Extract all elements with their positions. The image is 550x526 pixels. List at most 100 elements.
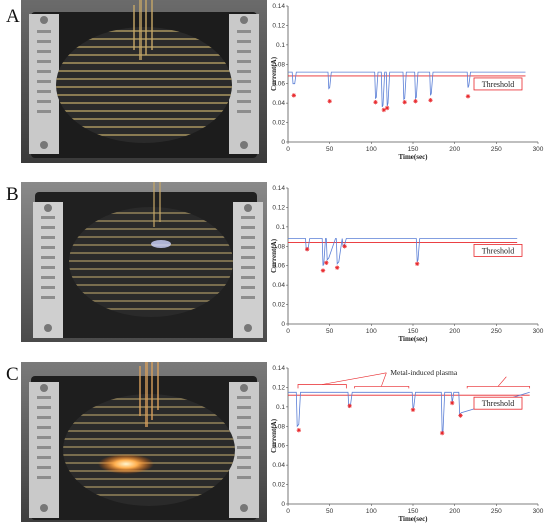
y-tick-label: 0.06 xyxy=(272,81,285,88)
y-tick-label: 0.1 xyxy=(276,404,285,411)
y-tick-label: 0 xyxy=(281,501,285,508)
threshold-label-box xyxy=(473,396,523,410)
x-tick-label: 300 xyxy=(533,508,544,515)
event-marker xyxy=(402,99,407,105)
event-marker xyxy=(458,413,463,418)
y-tick-label: 0 xyxy=(281,321,285,328)
event-marker xyxy=(320,268,326,273)
chart-a: 0 0.02 0.04 0.06 0.08 0.1 0.12 0.14 0 50 100 150 200… xyxy=(270,3,544,161)
x-tick-label: 200 xyxy=(449,508,460,515)
event-marker xyxy=(381,107,387,113)
y-axis-label: Current(A) xyxy=(270,56,278,91)
y-tick-label: 0.06 xyxy=(272,443,285,450)
y-axis-label: Current(A) xyxy=(270,418,278,453)
threshold-label: Threshold xyxy=(482,246,514,255)
annotation-bracket xyxy=(297,384,347,389)
grid-electrode-photo-c xyxy=(21,362,267,522)
threshold-label-box xyxy=(473,244,523,257)
x-tick-label: 50 xyxy=(326,508,334,515)
y-tick-label: 0.12 xyxy=(272,22,285,29)
x-tick-label: 300 xyxy=(533,328,544,335)
y-tick-label: 0.08 xyxy=(272,243,285,250)
x-tick-label: 100 xyxy=(366,328,377,335)
x-tick-label: 100 xyxy=(366,508,377,515)
y-tick-label: 0.12 xyxy=(272,204,285,211)
y-tick-label: 0.14 xyxy=(272,3,285,10)
y-tick-label: 0 xyxy=(281,139,285,146)
event-marker xyxy=(324,260,329,265)
event-marker xyxy=(439,430,445,436)
annotation-pointer xyxy=(497,376,507,387)
threshold-label: Threshold xyxy=(482,399,514,408)
event-marker xyxy=(291,93,297,98)
event-marker xyxy=(304,247,310,252)
event-marker xyxy=(327,99,332,104)
event-marker xyxy=(334,265,340,270)
x-tick-label: 250 xyxy=(491,146,502,153)
y-tick-label: 0.1 xyxy=(276,224,285,231)
x-tick-label: 0 xyxy=(286,146,290,153)
y-tick-label: 0.04 xyxy=(272,100,285,107)
annotation-label: Metal-induced plasma xyxy=(390,368,458,377)
y-tick-label: 0.14 xyxy=(272,365,285,372)
chart-b: 0 0.02 0.04 0.06 0.08 0.1 0.12 0.14 0 50 100 150 200… xyxy=(270,185,544,343)
y-tick-label: 0.1 xyxy=(276,42,285,49)
event-marker xyxy=(384,105,390,111)
x-tick-label: 250 xyxy=(491,508,502,515)
x-tick-label: 300 xyxy=(533,146,544,153)
y-tick-label: 0.06 xyxy=(272,263,285,270)
y-tick-label: 0.02 xyxy=(272,482,285,489)
event-marker xyxy=(342,244,347,249)
x-tick-label: 200 xyxy=(449,146,460,153)
photo-b xyxy=(21,182,267,342)
annotation-bracket xyxy=(466,386,531,389)
photo-c xyxy=(21,362,267,522)
event-marker xyxy=(373,99,378,105)
panel-label-b: B xyxy=(6,184,19,205)
x-tick-label: 150 xyxy=(408,146,419,153)
annotation-pointer xyxy=(322,372,387,385)
x-tick-label: 0 xyxy=(286,508,290,515)
y-tick-label: 0.08 xyxy=(272,61,285,68)
x-axis-label: Time(sec) xyxy=(398,153,428,161)
y-tick-label: 0.04 xyxy=(272,282,285,289)
y-tick-label: 0.12 xyxy=(272,384,285,391)
x-axis-label: Time(sec) xyxy=(398,515,428,523)
x-tick-label: 0 xyxy=(286,328,290,335)
y-tick-label: 0.14 xyxy=(272,185,285,192)
x-tick-label: 200 xyxy=(449,328,460,335)
x-tick-label: 150 xyxy=(408,328,419,335)
grid-electrode-photo-a xyxy=(21,0,267,163)
current-series-line xyxy=(288,391,530,435)
photo-a xyxy=(21,0,267,163)
panel-label-c: C xyxy=(6,364,19,385)
x-tick-label: 150 xyxy=(408,508,419,515)
y-tick-label: 0.04 xyxy=(272,462,285,469)
event-marker xyxy=(347,403,352,409)
y-tick-label: 0.02 xyxy=(272,120,285,127)
y-tick-label: 0.08 xyxy=(272,423,285,430)
x-tick-label: 250 xyxy=(491,328,502,335)
event-marker xyxy=(449,400,455,406)
grid-electrode-photo-b xyxy=(21,182,267,342)
event-marker xyxy=(410,407,416,412)
x-tick-label: 50 xyxy=(326,328,334,335)
y-tick-label: 0.02 xyxy=(272,302,285,309)
chart-c: 0 0.02 0.04 0.06 0.08 0.1 0.12 0.14 0 50 100 150 200… xyxy=(270,365,544,523)
x-tick-label: 50 xyxy=(326,146,334,153)
x-axis-label: Time(sec) xyxy=(398,335,428,343)
threshold-label-box xyxy=(473,77,523,91)
current-series-line xyxy=(288,71,526,108)
x-tick-label: 100 xyxy=(366,146,377,153)
panel-label-a: A xyxy=(6,6,20,27)
annotation-pointer xyxy=(381,372,387,387)
current-series-line xyxy=(288,238,518,266)
event-marker xyxy=(296,427,302,433)
threshold-label: Threshold xyxy=(482,80,514,89)
y-axis-label: Current(A) xyxy=(270,238,278,273)
annotation-bracket xyxy=(354,386,410,389)
event-marker xyxy=(413,99,418,104)
event-marker xyxy=(465,94,471,99)
event-marker xyxy=(414,261,420,266)
event-marker xyxy=(428,98,433,103)
